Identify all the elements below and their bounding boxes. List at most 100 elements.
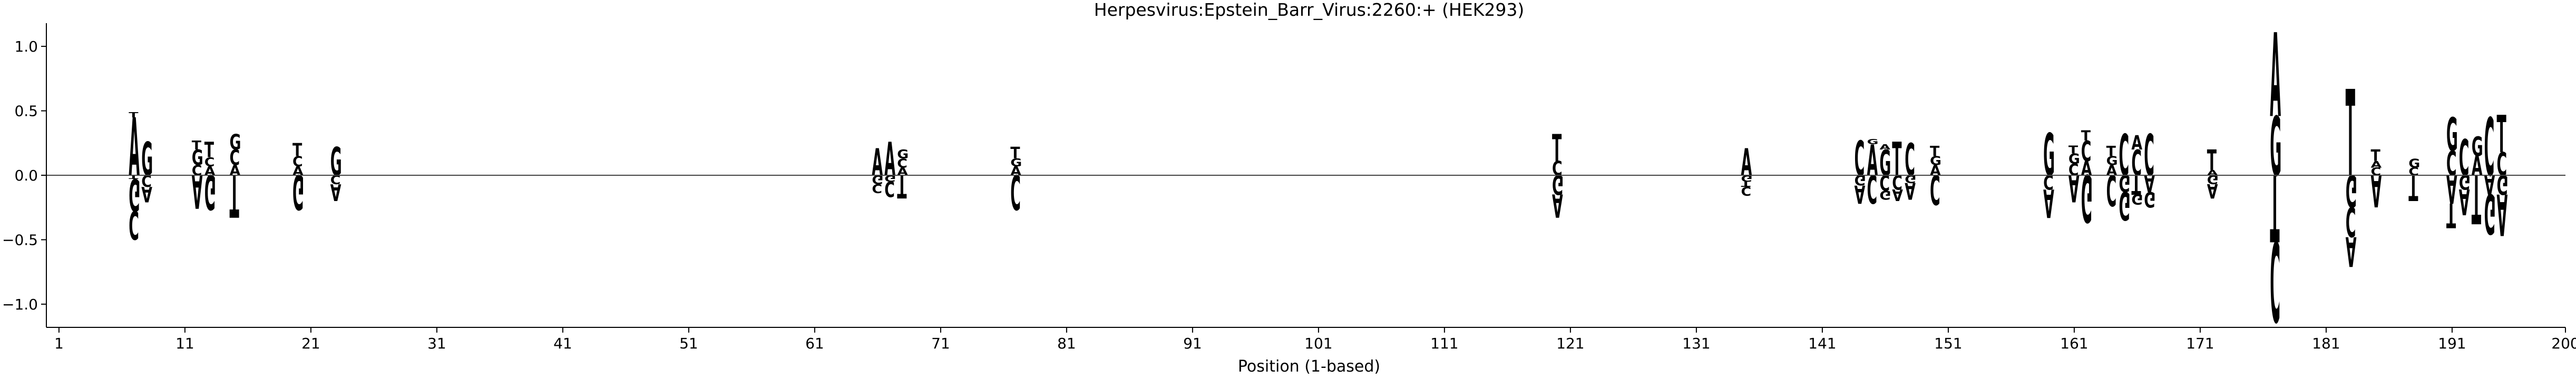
- logo-letter-g: G: [2446, 109, 2458, 162]
- x-tick-label: 1: [54, 335, 64, 352]
- logo-letter-g: G: [2459, 171, 2471, 194]
- x-tick-label: 141: [1808, 335, 1836, 352]
- logo-letter-a: A: [1905, 177, 1916, 205]
- logo-letter-t: T: [1741, 180, 1751, 188]
- x-tick-label: 41: [553, 335, 572, 352]
- logo-letter-t: T: [192, 138, 202, 153]
- logo-letter-c: C: [2270, 216, 2280, 344]
- logo-letter-c: C: [1855, 131, 1865, 187]
- logo-letter-c: C: [2119, 123, 2130, 189]
- logo-letter-g: G: [1879, 144, 1891, 185]
- chart-title: Herpesvirus:Epstein_Barr_Virus:2260:+ (H…: [1094, 0, 1524, 20]
- logo-letter-c: C: [330, 172, 341, 186]
- logo-letter-a: A: [204, 164, 216, 178]
- logo-letter-g: G: [141, 133, 153, 186]
- logo-letter-t: T: [2131, 169, 2141, 200]
- logo-letter-c: C: [2144, 123, 2154, 189]
- logo-letter-c: C: [2446, 144, 2457, 183]
- logo-letter-a: A: [2081, 157, 2092, 181]
- logo-letter-g: G: [2497, 169, 2509, 200]
- logo-letter-g: G: [2119, 169, 2131, 197]
- logo-letter-c: C: [1905, 134, 1915, 186]
- logo-letter-a: A: [330, 178, 341, 206]
- logo-letter-c: C: [141, 172, 152, 191]
- x-tick-label: 11: [175, 335, 194, 352]
- logo-letter-a: A: [1552, 186, 1563, 223]
- logo-letter-a: A: [292, 164, 304, 178]
- logo-letter-c: C: [872, 182, 882, 196]
- logo-letter-c: C: [2484, 101, 2495, 194]
- x-tick-label: 101: [1304, 335, 1332, 352]
- logo-letter-g: G: [2484, 182, 2496, 246]
- logo-letter-g: G: [2119, 182, 2131, 227]
- logo-letter-c: C: [2131, 144, 2142, 185]
- logo-letter-c: C: [2081, 136, 2092, 168]
- logo-letter-g: G: [2068, 151, 2080, 167]
- logo-letter-g: G: [897, 147, 909, 162]
- logo-letter-t: T: [2106, 143, 2116, 159]
- logo-letter-g: G: [872, 172, 883, 186]
- logo-letter-c: C: [1879, 169, 1890, 194]
- logo-letter-a: A: [2459, 181, 2470, 222]
- logo-letter-t: T: [129, 111, 139, 119]
- logo-letter-a: A: [1867, 136, 1878, 186]
- logo-letter-a: A: [2207, 179, 2218, 203]
- logo-letter-t: T: [1010, 144, 1020, 163]
- logo-letter-c: C: [2043, 171, 2054, 194]
- logo-letter-c: C: [884, 176, 895, 201]
- logo-letter-g: G: [204, 164, 216, 219]
- x-tick-label: 21: [301, 335, 320, 352]
- x-tick-label: 31: [427, 335, 446, 352]
- logo-letter-g: G: [2144, 186, 2155, 211]
- logo-letter-g: G: [2043, 122, 2055, 189]
- x-tick-label: 131: [1682, 335, 1710, 352]
- logo-letter-c: C: [204, 155, 215, 169]
- x-tick-label: 171: [2186, 335, 2214, 352]
- logo-letter-t: T: [292, 140, 303, 161]
- logo-letter-a: A: [2270, 9, 2281, 143]
- logo-letter-a: A: [884, 133, 895, 186]
- logo-letter-a: A: [2446, 165, 2457, 211]
- logo-letter-c: C: [2497, 147, 2507, 184]
- logo-letter-a: A: [1892, 186, 1903, 205]
- logo-letter-c: C: [129, 202, 139, 247]
- x-axis-title: Position (1-based): [1238, 357, 1380, 376]
- x-tick-label: 181: [2312, 335, 2340, 352]
- logo-letter-g: G: [1930, 154, 1941, 168]
- logo-letter-g: G: [330, 139, 342, 185]
- logo-letter-c: C: [1741, 184, 1752, 198]
- x-tick-label: 121: [1556, 335, 1584, 352]
- x-tick-label: 71: [931, 335, 950, 352]
- logo-letter-a: A: [141, 181, 152, 206]
- logo-letter-a: A: [2144, 169, 2155, 197]
- logo-letter-a: A: [1741, 141, 1752, 184]
- x-tick-label: 111: [1430, 335, 1458, 352]
- logo-letter-c: C: [1892, 171, 1902, 194]
- logo-letter-t: T: [2068, 144, 2079, 156]
- logo-letter-a: A: [129, 101, 140, 194]
- logo-letter-t: T: [1552, 126, 1562, 170]
- logo-letter-c: C: [1010, 164, 1021, 219]
- axes: −1.0−0.50.00.51.01 11 21 31 41 51 61 71 81 91 101 1…: [2, 23, 2576, 352]
- x-tick-label: 161: [2060, 335, 2088, 352]
- logo-letter-a: A: [2371, 165, 2382, 216]
- y-tick-label: 1.0: [14, 38, 38, 55]
- x-tick-label: 91: [1183, 335, 1202, 352]
- logo-letter-g: G: [230, 131, 241, 155]
- logo-letter-t: T: [2346, 65, 2355, 204]
- logo-letter-g: G: [1879, 188, 1891, 202]
- logo-letter-a: A: [2472, 151, 2483, 182]
- logo-letter-t: T: [2270, 153, 2279, 260]
- logo-letter-a: A: [2346, 227, 2357, 275]
- logo-letter-t: T: [2472, 159, 2481, 238]
- logo-letter-g: G: [2207, 172, 2219, 186]
- logo-letter-a: A: [2068, 166, 2080, 210]
- logo-letter-t: T: [129, 174, 139, 181]
- logo-letter-t: T: [1892, 133, 1901, 186]
- logo-letter-g: G: [2408, 156, 2420, 171]
- logo-letter-g: G: [2106, 154, 2118, 168]
- logo-letter-g: G: [292, 164, 304, 219]
- logo-letter-g: G: [1867, 138, 1879, 146]
